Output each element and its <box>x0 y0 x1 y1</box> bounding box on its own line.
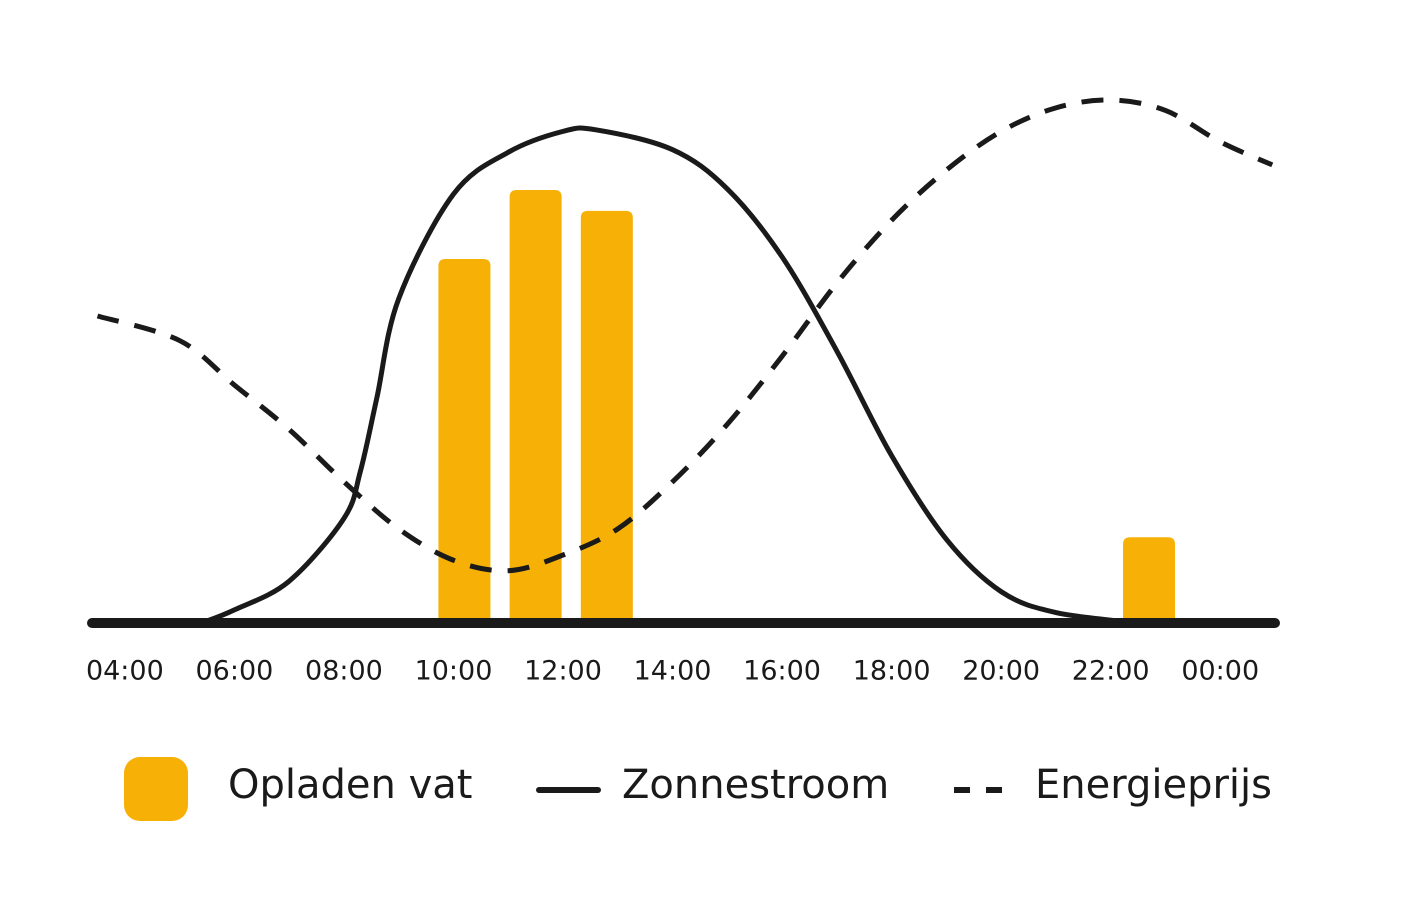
x-tick-label: 20:00 <box>962 656 1040 687</box>
dashed-line <box>96 97 1274 574</box>
x-tick-label: 14:00 <box>634 656 712 687</box>
x-tick-label: 16:00 <box>743 656 821 687</box>
x-tick-label: 08:00 <box>305 656 383 687</box>
x-tick-label: 04:00 <box>86 656 164 687</box>
line <box>200 125 1139 626</box>
bar <box>509 189 562 623</box>
legend-label: Zonnestroom <box>622 762 889 808</box>
legend-swatch-bar <box>124 757 188 821</box>
x-tick-label: 00:00 <box>1181 656 1259 687</box>
bar <box>438 258 491 623</box>
x-tick-label: 06:00 <box>195 656 273 687</box>
bar <box>580 210 633 623</box>
x-tick-label: 12:00 <box>524 656 602 687</box>
x-tick-label: 22:00 <box>1072 656 1150 687</box>
legend-label: Opladen vat <box>228 762 472 808</box>
x-tick-label: 18:00 <box>853 656 931 687</box>
legend-label: Energieprijs <box>1035 762 1272 808</box>
x-tick-label: 10:00 <box>415 656 493 687</box>
bar <box>1123 537 1176 623</box>
